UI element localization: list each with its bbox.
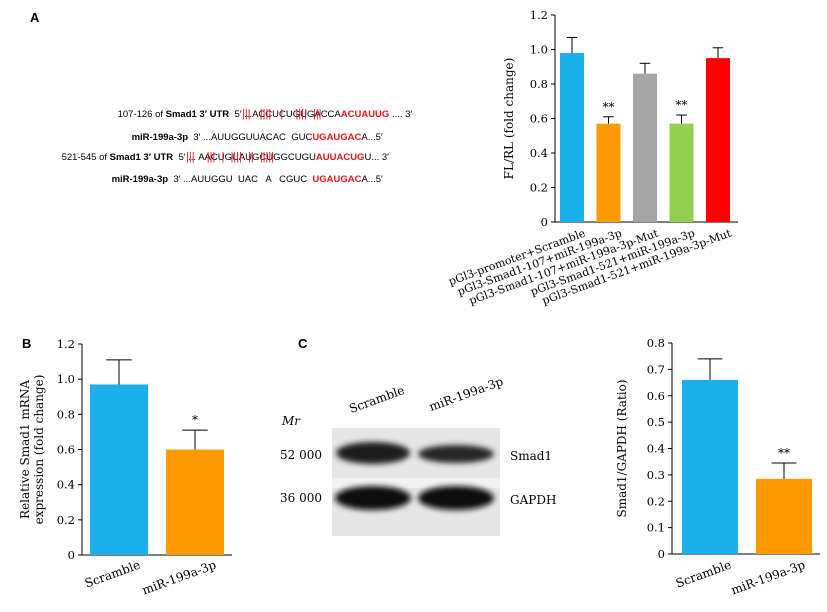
y-tick-label: 0.2 <box>57 513 75 527</box>
chart-c: 0 0.1 0.2 0.3 0.4 0.5 0.6 0.7 0.8 Smad1/GAPDH (Ra… <box>615 336 820 597</box>
blot-marker-52000: 52 000 <box>280 448 322 462</box>
chart-b: 0 0.2 0.4 0.6 0.8 1.0 1.2 Relative Smad1 mRNA ex… <box>18 337 232 597</box>
y-axis-label: FL/RL (fold change) <box>502 58 516 180</box>
y-tick-label: 1.2 <box>530 8 548 22</box>
band-gapdh-scramble <box>335 486 411 510</box>
seq-seed: UGAUGAC <box>312 174 362 185</box>
y-tick-label: 0.6 <box>530 112 548 126</box>
seq-plain: 5′ ... AACUGUAUGCUGGCUGU <box>173 152 316 163</box>
seq-seed: AUUACUG <box>315 152 365 163</box>
panel-label-b: B <box>22 336 32 351</box>
blot-image <box>332 428 500 536</box>
category-label: Scramble <box>83 558 142 591</box>
y-tick-label: 0.7 <box>647 362 665 376</box>
significance-label: ** <box>676 98 688 112</box>
significance-label: ** <box>603 100 615 114</box>
y-tick-label: 0.8 <box>647 336 665 350</box>
bar <box>706 58 730 222</box>
y-tick-label: 0 <box>541 215 548 229</box>
seq-row-mir-1: miR-199a-3p 3′ ...AUUGGUUACAC GUCUGAUGAC… <box>121 121 383 154</box>
chart-a: 00.20.40.60.81.01.2FL/RL (fold change)pG… <box>447 8 738 307</box>
panel-label-c: C <box>298 336 308 351</box>
y-tick-label: 0.4 <box>57 478 75 492</box>
seq-end: A...5′ <box>361 174 383 185</box>
bar <box>756 478 812 554</box>
y-axis-label: expression (fold change) <box>32 375 46 525</box>
bar <box>633 73 657 223</box>
seq-pairing-1: ||| |||| | |||| ||| <box>242 108 322 120</box>
blot-band-smad1: Smad1 <box>510 449 553 463</box>
y-tick-label: 0 <box>658 547 665 561</box>
blot-mr-label: Mr <box>282 414 301 428</box>
seq-plain: 3′ ...AUUGGU UAC A CGUC <box>168 174 313 185</box>
y-tick-label: 0.2 <box>647 494 665 508</box>
y-tick-label: 0 <box>68 548 75 562</box>
category-label: miR-199a-3p <box>729 558 807 598</box>
category-label: miR-199a-3p <box>140 558 218 598</box>
seq-seed: UGAUGAC <box>312 132 362 143</box>
bar <box>682 379 738 554</box>
y-tick-label: 0.4 <box>647 442 665 456</box>
y-axis-label: Relative Smad1 mRNA <box>18 380 32 519</box>
seq-end: A...5′ <box>361 132 383 143</box>
y-tick-label: 0.8 <box>530 77 548 91</box>
significance-label: ** <box>778 446 790 460</box>
bar <box>560 52 584 223</box>
y-tick-label: 0.6 <box>647 389 665 403</box>
seq-seed: ACUAUUG <box>340 109 390 120</box>
seq-gene: Smad1 3′ UTR <box>109 152 174 163</box>
bar <box>90 384 148 555</box>
y-axis-label: Smad1/GAPDH (Ratio) <box>615 379 629 517</box>
blot-marker-36000: 36 000 <box>280 491 322 505</box>
seq-row-smad1-521: 521-545 of Smad1 3′ UTR 5′ ... AACUGUAUG… <box>51 141 389 174</box>
seq-gene: Smad1 3′ UTR <box>165 109 230 120</box>
band-smad1-mir <box>418 445 494 463</box>
y-tick-label: 0.6 <box>57 443 75 457</box>
panel-label-a: A <box>30 10 40 25</box>
bar <box>166 449 224 555</box>
y-tick-label: 1.0 <box>530 43 548 57</box>
band-smad1-scramble <box>336 442 410 464</box>
category-label: Scramble <box>674 558 733 591</box>
seq-plain: 3′ ...AUUGGUUACAC GUC <box>188 132 313 143</box>
y-tick-label: 1.0 <box>57 372 75 386</box>
seq-prefix: 521-545 of <box>61 152 110 163</box>
seq-pairing-2: ||| ||| | |||| || ||||| <box>186 151 275 163</box>
seq-mir-name: miR-199a-3p <box>111 174 169 185</box>
y-tick-label: 0.1 <box>647 521 665 535</box>
band-gapdh-mir <box>418 486 494 510</box>
y-tick-label: 0.2 <box>530 181 548 195</box>
y-tick-label: 1.2 <box>57 337 75 351</box>
seq-row-mir-2: miR-199a-3p 3′ ...AUUGGU UAC A CGUC UGAU… <box>101 163 383 196</box>
seq-prefix: 107-126 of <box>117 109 166 120</box>
bar <box>669 123 694 222</box>
blot-band-gapdh: GAPDH <box>510 493 557 507</box>
bar <box>596 123 621 222</box>
y-tick-label: 0.8 <box>57 407 75 421</box>
seq-mir-name: miR-199a-3p <box>131 132 189 143</box>
seq-row-smad1-107: 107-126 of Smad1 3′ UTR 5′ ...ACCUCUGUGA… <box>107 98 413 131</box>
significance-label: * <box>192 413 198 427</box>
seq-plain: 5′ ...ACCUCUGUGACCA <box>229 109 341 120</box>
seq-end: .... 3′ <box>389 109 413 120</box>
y-tick-label: 0.3 <box>647 468 665 482</box>
y-tick-label: 0.5 <box>647 415 665 429</box>
seq-end: U... 3′ <box>364 152 389 163</box>
y-tick-label: 0.4 <box>530 146 548 160</box>
